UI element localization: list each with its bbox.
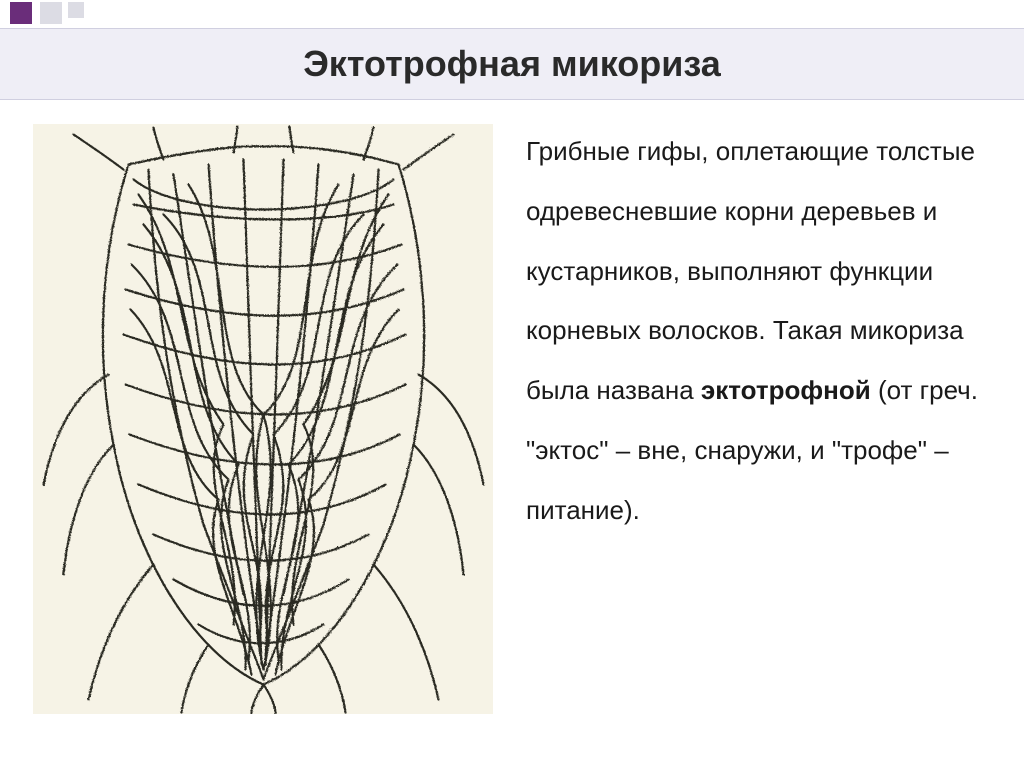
text-column: Грибные гифы, оплетающие толстые одревес…	[526, 120, 996, 747]
mycorrhiza-illustration	[33, 124, 493, 714]
body-paragraph: Грибные гифы, оплетающие толстые одревес…	[526, 122, 996, 541]
body-text-bold: эктотрофной	[701, 375, 871, 405]
illustration-column	[28, 120, 498, 747]
page-title: Эктотрофная микориза	[303, 43, 721, 85]
body-text-1: Грибные гифы, оплетающие толстые одревес…	[526, 136, 975, 405]
title-bar: Эктотрофная микориза	[0, 28, 1024, 100]
content-area: Грибные гифы, оплетающие толстые одревес…	[28, 120, 996, 747]
